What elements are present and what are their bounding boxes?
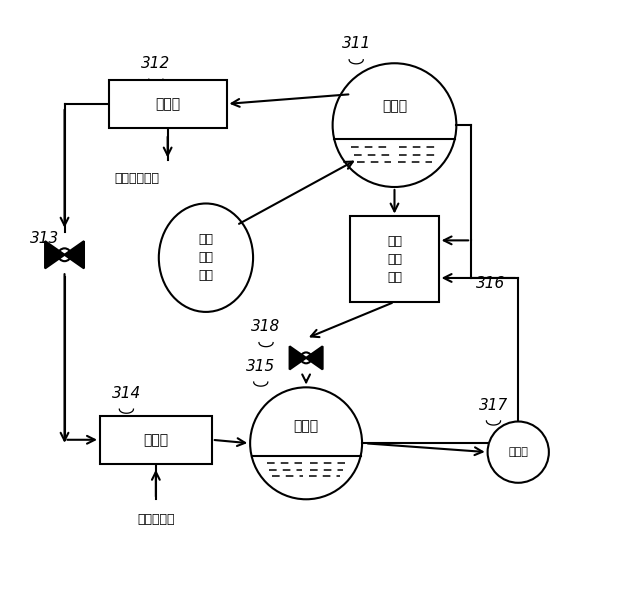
Text: 311: 311 [341, 37, 371, 52]
Bar [350, 217, 439, 302]
Text: 314: 314 [112, 386, 141, 401]
Text: 317: 317 [479, 398, 508, 413]
Text: 蒸发器: 蒸发器 [144, 433, 168, 447]
Text: 316: 316 [476, 275, 505, 291]
Text: 溶液泵: 溶液泵 [509, 447, 528, 457]
Text: 318: 318 [251, 319, 281, 334]
Text: 315: 315 [246, 359, 275, 374]
Text: 发生器: 发生器 [382, 99, 407, 114]
Bar [100, 416, 212, 464]
Polygon shape [306, 346, 323, 369]
Text: 溶液
热交
换器: 溶液 热交 换器 [387, 234, 402, 284]
Polygon shape [64, 241, 84, 268]
Text: 313: 313 [31, 231, 60, 246]
Text: 释放冷凝热量: 释放冷凝热量 [115, 172, 160, 185]
Text: 废气
中的
热量: 废气 中的 热量 [198, 233, 213, 282]
Text: 吸收器: 吸收器 [293, 420, 319, 433]
Text: 冷凝器: 冷凝器 [155, 97, 180, 111]
Bar [109, 80, 227, 128]
Circle shape [487, 422, 549, 483]
Text: 312: 312 [141, 56, 170, 71]
Text: 产生制冷量: 产生制冷量 [137, 513, 175, 526]
Polygon shape [45, 241, 64, 268]
Ellipse shape [158, 204, 253, 312]
Polygon shape [290, 346, 306, 369]
